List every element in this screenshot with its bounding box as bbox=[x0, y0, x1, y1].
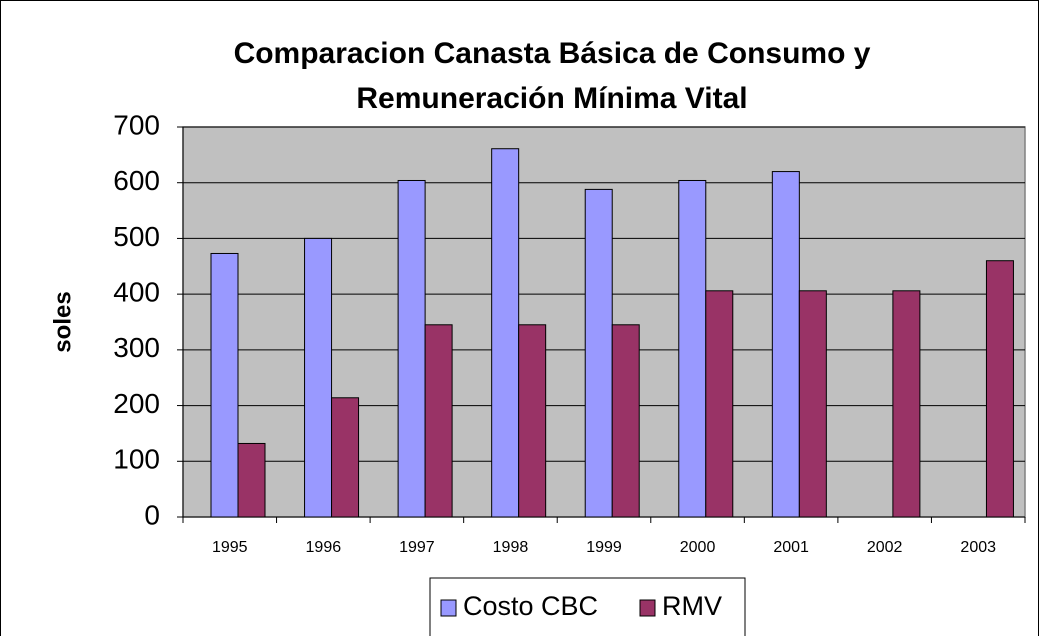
bar bbox=[491, 148, 520, 518]
bar bbox=[705, 290, 734, 518]
x-tick-label: 1997 bbox=[399, 539, 435, 556]
y-tick-label: 100 bbox=[113, 444, 160, 475]
x-tick-label: 2003 bbox=[960, 539, 996, 556]
x-tick-label: 1998 bbox=[493, 539, 529, 556]
x-tick-label: 1999 bbox=[586, 539, 622, 556]
legend-swatch bbox=[639, 599, 656, 617]
y-axis-label: soles bbox=[49, 291, 76, 352]
y-tick-label: 700 bbox=[113, 109, 160, 140]
bar bbox=[210, 252, 239, 518]
bar bbox=[985, 260, 1014, 518]
bar bbox=[518, 324, 547, 518]
bar bbox=[424, 324, 453, 518]
x-tick-label: 2002 bbox=[867, 539, 903, 556]
y-tick-label: 300 bbox=[113, 332, 160, 363]
x-tick-label: 1996 bbox=[306, 539, 342, 556]
legend-box bbox=[429, 577, 746, 636]
legend-swatch bbox=[440, 599, 457, 617]
chart-title: Comparacion Canasta Básica de Consumo y bbox=[234, 37, 871, 70]
bar bbox=[584, 188, 613, 518]
x-tick-label: 1995 bbox=[212, 539, 248, 556]
x-tick-label: 2000 bbox=[680, 539, 716, 556]
bar bbox=[331, 397, 360, 518]
chart-title: Remuneración Mínima Vital bbox=[356, 82, 747, 115]
y-tick-label: 200 bbox=[113, 388, 160, 419]
bar bbox=[771, 171, 800, 518]
bar bbox=[304, 237, 333, 518]
bar bbox=[892, 290, 921, 518]
y-tick-label: 0 bbox=[144, 499, 160, 530]
bar bbox=[237, 442, 266, 518]
bar bbox=[798, 290, 827, 518]
y-tick-label: 500 bbox=[113, 221, 160, 252]
y-tick-label: 400 bbox=[113, 277, 160, 308]
x-tick-label: 2001 bbox=[773, 539, 809, 556]
bar bbox=[678, 179, 707, 518]
bar bbox=[397, 179, 426, 518]
bar bbox=[611, 324, 640, 518]
y-tick-label: 600 bbox=[113, 165, 160, 196]
legend-label: RMV bbox=[662, 591, 722, 621]
legend-label: Costo CBC bbox=[463, 591, 598, 621]
